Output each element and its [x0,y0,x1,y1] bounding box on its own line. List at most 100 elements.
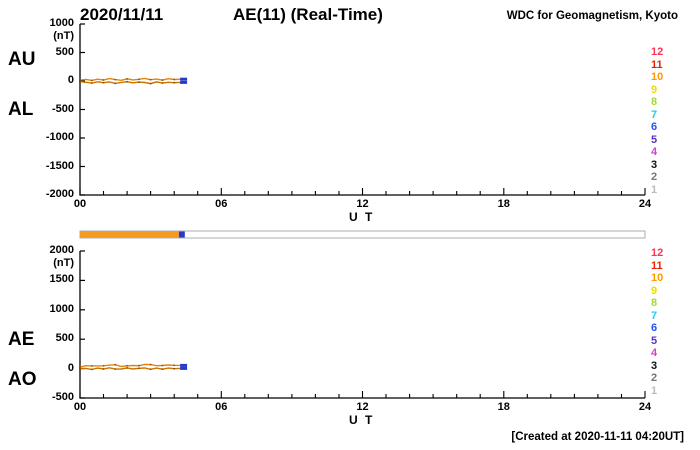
y-tick-label: -1000 [45,131,74,143]
label-al: AL [8,99,34,120]
created-timestamp: [Created at 2020-11-11 04:20UT] [511,431,684,443]
legend-station-number: 5 [651,133,658,146]
data-point-dot [138,367,140,370]
data-point-dot [149,363,152,366]
y-tick-label: 500 [55,332,74,345]
data-point-dot [173,81,176,84]
data-point-dot [90,79,93,82]
data-point-dot [114,82,117,85]
data-point-dot [90,82,93,84]
ut-label-bottom: U T [349,413,375,427]
data-point-dot [149,368,152,371]
plot-date: 2020/11/11 [80,5,164,24]
legend-station-number: 12 [651,247,664,259]
data-series-au [79,77,181,82]
data-series-ao [80,367,181,371]
x-tick-label: 06 [215,198,228,210]
x-tick-label: 12 [356,198,369,210]
availability-bar-filled [80,231,179,238]
axis-frame [79,251,645,399]
legend-station-number: 2 [651,372,658,384]
page-title: AE(11) (Real-Time) [233,5,383,24]
data-point-dot [90,368,93,371]
data-point-dot [161,368,164,371]
legend-station-number: 7 [651,309,658,322]
data-point-dot [79,80,81,83]
data-point-dot [126,367,128,369]
legend-station-number: 2 [651,171,658,183]
data-point-dot [90,365,93,367]
legend-station-number: 6 [651,322,658,334]
y-tick-label: -1500 [45,159,74,172]
y-tick-label: 1500 [49,273,74,286]
legend-station-number: 11 [651,58,663,71]
source-credit: WDC for Geomagnetism, Kyoto [506,10,678,22]
data-point-dot [126,80,128,83]
legend-station-number: 4 [651,146,658,158]
x-tick-label: 00 [73,198,87,210]
label-ae: AE [8,329,35,350]
legend-station-number: 1 [651,183,658,196]
data-point-dot [138,364,140,367]
y-tick-label: 1000 [49,302,74,315]
legend-station-number: 10 [651,71,664,83]
legend-station-number: 7 [651,108,658,121]
data-point-dot [161,82,164,84]
x-tick-label: 24 [638,401,652,413]
legend-station-number: 11 [651,259,663,272]
availability-bar-tip [178,231,185,238]
y-tick-label: 2000 [49,244,74,256]
data-point-dot [79,366,81,368]
data-point-dot [102,79,105,81]
x-tick-label: 12 [356,401,369,413]
legend-station-number: 3 [651,359,658,372]
y-tick-label: -500 [51,391,74,403]
y-tick-label: 0 [67,361,74,374]
data-point-dot [138,81,140,83]
data-series-al [79,80,181,85]
x-tick-label: 00 [73,401,87,413]
legend-station-number: 9 [651,83,658,96]
y-tick-label: 0 [67,74,74,86]
legend-station-number: 9 [651,284,658,297]
data-point-dot [102,81,105,84]
x-tick-label: 18 [497,401,510,413]
axis-frame [79,24,645,196]
legend-station-number: 1 [651,384,658,397]
data-point-dot [114,368,117,370]
legend-station-number: 8 [651,96,658,108]
data-series-ae [79,363,181,368]
legend-station-number: 5 [651,334,658,347]
data-point-dot [79,79,81,81]
legend-station-number: 8 [651,297,658,309]
label-ao: AO [8,369,37,390]
y-tick-label: 500 [55,45,74,58]
data-point-dot [173,367,176,370]
data-point-dot [114,78,117,81]
x-tick-label: 06 [215,401,228,413]
data-point-dot [161,364,164,367]
data-point-dot [173,364,176,367]
data-point-dot [138,78,140,81]
data-point-dot [149,82,152,85]
y-tick-label: 1000 [49,17,74,29]
data-point-dot [79,367,81,370]
label-au: AU [8,49,36,70]
ut-label-top: U T [349,210,375,224]
legend-station-number: 10 [651,272,664,284]
data-point-dot [149,78,152,81]
data-point-dot [126,364,128,367]
data-point-dot [114,363,117,366]
data-point-dot [102,364,105,367]
data-point-dot [173,78,176,81]
legend-station-number: 3 [651,158,658,171]
legend-station-number: 12 [651,46,664,58]
data-point-dot [161,79,164,81]
x-tick-label: 24 [638,198,652,210]
legend-station-number: 4 [651,347,658,359]
unit-label-bottom: (nT) [53,257,74,269]
legend-station-number: 6 [651,121,658,133]
x-tick-label: 18 [497,198,510,210]
